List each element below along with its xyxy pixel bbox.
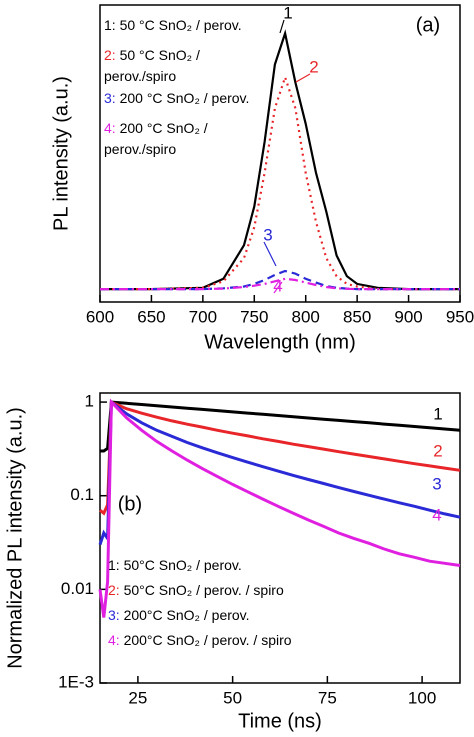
- x-tick-label: 100: [408, 688, 436, 707]
- y-axis-title: PL intensity (a.u.): [50, 76, 72, 231]
- y-axis-title: Normalized PL intensity (a.u.): [4, 407, 26, 669]
- x-axis-title: Time (ns): [238, 710, 322, 732]
- curve-label: 2: [433, 441, 442, 460]
- curve-label: 2: [309, 57, 318, 76]
- x-tick-label: 50: [223, 688, 242, 707]
- legend-entry: 2: 50°C SnO₂ / perov. / spiro: [108, 582, 284, 598]
- curve-arrow: [263, 241, 277, 267]
- legend-entry: 1: 50°C SnO₂ / perov.: [108, 557, 242, 573]
- curve-arrow: [273, 281, 283, 294]
- curve-arrow: [279, 19, 285, 34]
- legend-entry: 3: 200°C SnO₂ / perov.: [108, 607, 250, 623]
- curve-label: 4: [432, 505, 441, 524]
- x-tick-label: 650: [137, 307, 165, 326]
- series-line: [100, 400, 461, 453]
- x-tick-label: 750: [240, 307, 268, 326]
- x-tick-label: 75: [318, 688, 337, 707]
- x-tick-label: 25: [128, 688, 147, 707]
- x-axis-title: Wavelength (nm): [204, 331, 356, 353]
- curve-label: 1: [283, 3, 292, 22]
- curve-label: 3: [263, 225, 272, 244]
- series-line: [99, 399, 461, 516]
- panel-label: (b): [118, 493, 142, 515]
- y-tick-label: 0.1: [70, 485, 94, 504]
- series-line: [100, 73, 460, 291]
- y-tick-label: 0.01: [61, 579, 94, 598]
- series-line: [100, 29, 460, 291]
- x-tick-label: 700: [189, 307, 217, 326]
- series-line: [100, 277, 460, 291]
- curve-label: 3: [432, 474, 441, 493]
- legend-entry: 4: 200°C SnO₂ / perov. / spiro: [108, 632, 292, 648]
- plot-frame: [99, 392, 461, 684]
- legend-entry: 3: 200 °C SnO₂ / perov.: [104, 90, 250, 106]
- x-tick-label: 900: [394, 307, 422, 326]
- series-line: [100, 269, 460, 291]
- curve-label: 1: [433, 404, 442, 423]
- y-tick-label: 1: [85, 392, 94, 411]
- panel-label: (a): [416, 14, 440, 36]
- x-tick-label: 800: [292, 307, 320, 326]
- curve-label: 4: [273, 276, 282, 295]
- series-line: [98, 399, 461, 546]
- series-line: [98, 398, 461, 618]
- legend-entry: 1: 50 °C SnO₂ / perov.: [104, 17, 242, 33]
- legend-entry: 2: 50 °C SnO₂ / perov./spiro: [104, 47, 200, 84]
- legend-entry: 4: 200 °C SnO₂ / perov./spiro: [104, 120, 208, 157]
- x-tick-label: 950: [446, 307, 474, 326]
- y-tick-label: 1E-3: [58, 672, 94, 691]
- plot-frame: [99, 4, 461, 303]
- x-tick-label: 850: [343, 307, 371, 326]
- curve-arrow: [295, 73, 311, 83]
- x-tick-label: 600: [86, 307, 114, 326]
